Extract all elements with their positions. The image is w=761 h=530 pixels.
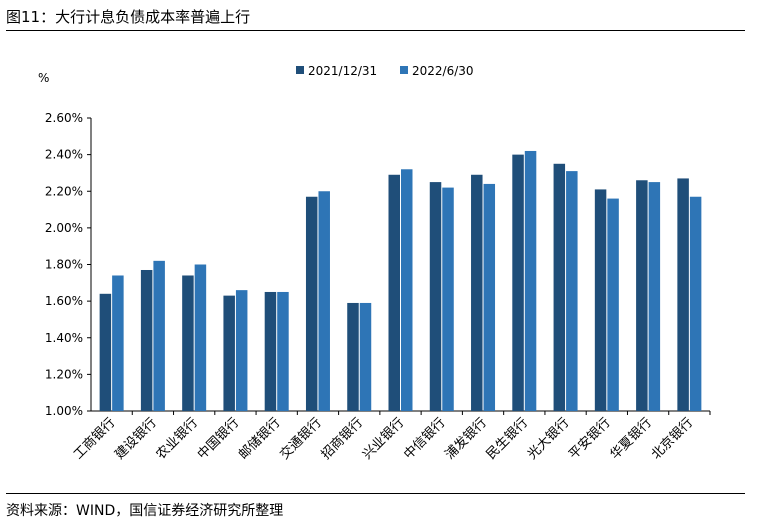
bar-series2 [483, 183, 496, 411]
bar-series1 [677, 178, 689, 411]
bar-series1 [594, 189, 607, 411]
legend-label: 2022/6/30 [412, 64, 474, 78]
legend-swatch [400, 66, 408, 74]
x-category-label: 邮储银行 [236, 415, 283, 462]
bar-series2 [359, 302, 372, 411]
x-category-label: 光大银行 [525, 415, 572, 462]
source-divider [6, 493, 745, 494]
bar-series2 [689, 196, 702, 411]
bar-series1 [264, 291, 277, 411]
x-category-label: 建设银行 [112, 415, 159, 462]
y-tick-label: 1.80% [45, 258, 83, 272]
title-divider [6, 30, 745, 31]
y-tick-label: 2.40% [45, 148, 83, 162]
y-axis-unit: % [38, 71, 49, 85]
legend: 2021/12/31 2022/6/30 [296, 64, 474, 78]
bar-series1 [471, 174, 483, 411]
bars [99, 150, 702, 411]
x-category-label: 中信银行 [401, 415, 448, 462]
y-tick-label: 1.40% [45, 331, 83, 345]
figure-title: 图11：大行计息负债成本率普遍上行 [6, 8, 251, 26]
y-tick-label: 2.00% [45, 221, 83, 235]
bar-series2 [566, 171, 578, 411]
bar-series2 [401, 169, 413, 411]
bar-series2 [112, 275, 124, 411]
bar-series1 [388, 174, 400, 411]
source-note: 资料来源：WIND，国信证券经济研究所整理 [6, 503, 284, 519]
bar-series1 [429, 182, 442, 411]
bar-series2 [318, 191, 330, 411]
y-tick-label: 1.20% [45, 367, 83, 381]
bar-series2 [153, 260, 165, 411]
y-tick-label: 2.20% [45, 184, 83, 198]
x-category-label: 浦发银行 [442, 415, 490, 463]
bar-series1 [553, 163, 566, 411]
bar-series2 [648, 182, 661, 411]
bar-chart: % 2021/12/31 2022/6/30 1.00% 1.20% 1.40% 1.6… [38, 64, 711, 463]
x-category-label: 中国银行 [195, 415, 242, 462]
bar-series2 [524, 150, 537, 411]
y-tick-label: 1.00% [45, 404, 83, 418]
bar-series2 [194, 264, 207, 411]
x-category-label: 交通银行 [277, 415, 325, 463]
bar-series1 [223, 295, 235, 411]
bar-series2 [235, 290, 248, 411]
x-category-label: 民生银行 [484, 415, 531, 462]
bar-series2 [277, 291, 289, 411]
bar-series1 [140, 269, 153, 411]
x-category-label: 北京银行 [649, 415, 696, 462]
x-category-label: 兴业银行 [360, 415, 407, 462]
x-category-label: 华夏银行 [608, 415, 655, 462]
x-category-label: 农业银行 [154, 415, 201, 462]
bar-series2 [607, 198, 619, 411]
bar-series1 [182, 275, 194, 411]
bar-series2 [442, 187, 454, 411]
y-tick-label: 2.60% [45, 111, 83, 125]
x-category-label: 平安银行 [566, 415, 613, 462]
bar-series1 [305, 196, 318, 411]
legend-label: 2021/12/31 [308, 64, 377, 78]
bar-series1 [347, 302, 359, 411]
y-tick-label: 1.60% [45, 294, 83, 308]
x-category-label: 招商银行 [319, 415, 366, 462]
bar-series1 [636, 180, 648, 411]
x-category-label: 工商银行 [71, 415, 118, 462]
bar-series1 [99, 293, 112, 411]
legend-swatch [296, 66, 304, 74]
bar-series1 [512, 154, 524, 411]
axes [87, 117, 711, 415]
